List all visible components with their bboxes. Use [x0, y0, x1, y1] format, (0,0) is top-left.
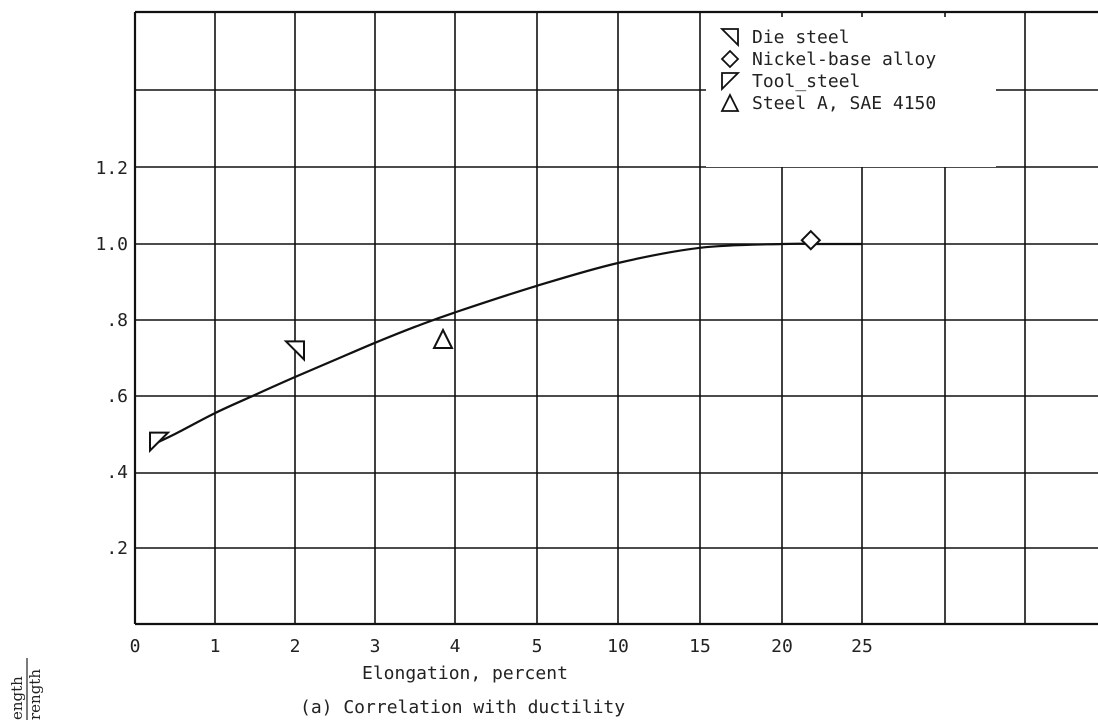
y-label-fragment-top: ength: [8, 676, 26, 720]
data-point-triangle-down: [149, 431, 171, 454]
x-tick-label: 5: [532, 636, 543, 657]
legend-label: Nickel-base alloy: [752, 49, 936, 70]
legend-label: Steel A, SAE 4150: [752, 93, 936, 114]
legend-marker: [720, 49, 740, 69]
legend-box: [706, 17, 996, 167]
x-tick-label: 15: [689, 636, 711, 657]
legend-marker: [720, 92, 740, 112]
x-tick-label: 3: [370, 636, 381, 657]
fit-curve: [150, 242, 862, 447]
y-tick-label: .2: [106, 538, 128, 559]
y-axis-label-fragment: ength rength: [0, 640, 64, 722]
chart-caption: (a) Correlation with ductility: [300, 697, 625, 718]
legend-label: Tool_steel: [752, 71, 860, 92]
y-label-fragment-bottom: rength: [26, 669, 44, 720]
y-tick-labels: .2 .4 .6 .8 1.0 1.2: [95, 158, 128, 559]
data-point-diamond: [800, 229, 822, 251]
x-tick-label: 2: [290, 636, 301, 657]
x-axis-label: Elongation, percent: [362, 663, 568, 684]
y-tick-label: .8: [106, 310, 128, 331]
curve-layer: [150, 242, 862, 447]
x-tick-label: 0: [130, 636, 141, 657]
x-tick-label: 10: [607, 636, 629, 657]
y-tick-label: .4: [106, 462, 128, 483]
data-markers: [149, 229, 822, 454]
x-tick-label: 1: [210, 636, 221, 657]
x-tick-labels: 0 1 2 3 4 5 10 15 20 25: [130, 636, 873, 657]
x-tick-label: 20: [771, 636, 793, 657]
y-tick-label: 1.0: [95, 234, 128, 255]
x-tick-label: 25: [851, 636, 873, 657]
data-point-triangle-left: [283, 340, 305, 362]
legend-label: Die steel: [752, 27, 850, 48]
data-point-triangle-up: [432, 327, 454, 349]
legend-marker: [721, 72, 741, 92]
legend-marker: [719, 28, 739, 48]
x-tick-label: 4: [450, 636, 461, 657]
y-tick-label: 1.2: [95, 158, 128, 179]
y-tick-label: .6: [106, 386, 128, 407]
